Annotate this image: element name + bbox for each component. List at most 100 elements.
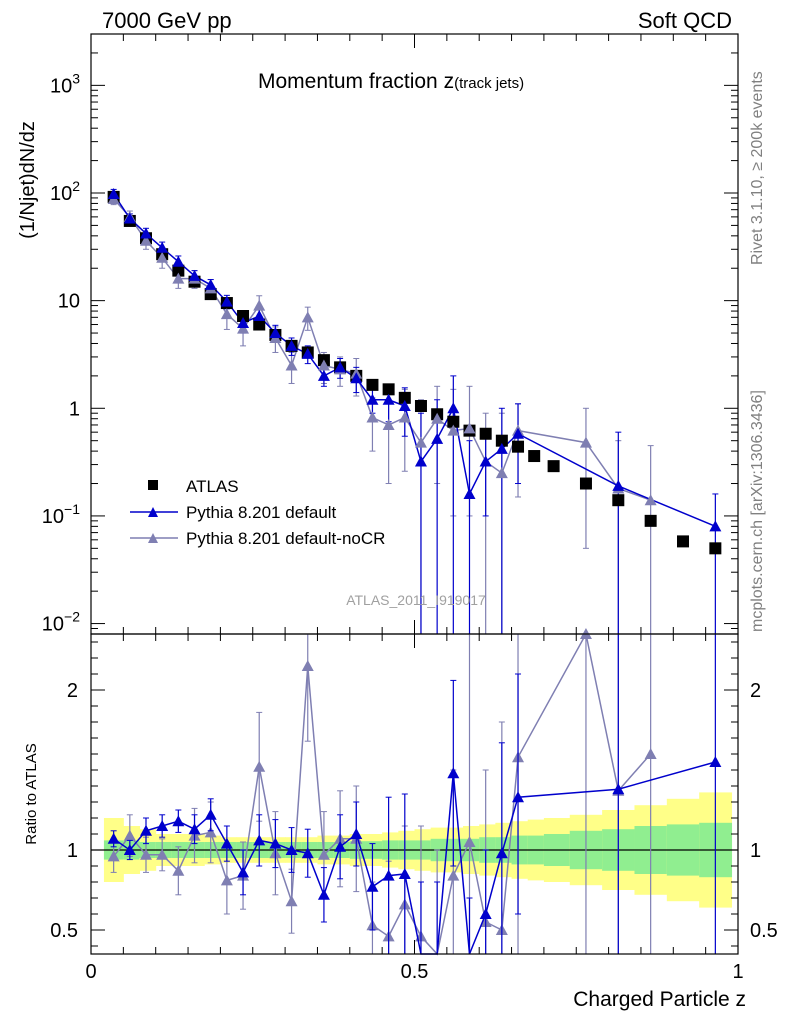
data-point-default xyxy=(285,339,298,351)
data-point-atlas xyxy=(528,450,541,463)
series-line-default xyxy=(113,193,716,528)
tick-base: 10 xyxy=(50,75,72,97)
data-point-default xyxy=(301,347,314,359)
tick-exponent: 2 xyxy=(72,178,80,194)
ratio-point-default xyxy=(253,834,266,846)
ratio-point-default xyxy=(156,820,169,831)
data-point-atlas xyxy=(479,427,492,440)
tick-base: 10 xyxy=(58,291,80,313)
ratio-point-default xyxy=(317,888,330,900)
ratio-point-default xyxy=(172,815,185,827)
main-y-tick-label: 1 xyxy=(69,398,80,420)
data-point-default xyxy=(334,361,347,373)
data-point-default xyxy=(188,269,201,281)
ratio-line-nocr xyxy=(113,631,652,956)
x-tick-label: 0.5 xyxy=(401,961,429,983)
legend: ATLAS Pythia 8.201 default Pythia 8.201 … xyxy=(130,477,385,548)
tick-exponent: −1 xyxy=(64,501,80,517)
data-point-nocr xyxy=(285,359,298,371)
x-axis-label: Charged Particle z xyxy=(573,988,746,1011)
tick-base: 10 xyxy=(42,506,64,528)
data-point-nocr xyxy=(139,234,152,246)
data-point-nocr xyxy=(220,308,233,320)
data-point-default xyxy=(512,427,525,439)
data-point-default xyxy=(156,241,169,253)
data-point-atlas xyxy=(414,400,427,413)
ratio-point-default xyxy=(495,847,508,859)
ratio-point-nocr xyxy=(123,829,136,841)
plot-title: Momentum fraction z(track jets) xyxy=(258,70,524,93)
ratio-point-nocr xyxy=(301,660,314,671)
main-y-tick-label: 102 xyxy=(50,178,80,205)
main-y-tick-label: 103 xyxy=(50,70,80,97)
main-series-layer xyxy=(107,187,722,635)
ratio-point-default xyxy=(709,756,722,767)
data-point-default xyxy=(317,369,330,381)
data-point-default xyxy=(350,372,363,384)
data-point-atlas xyxy=(366,378,379,391)
header-energy-label: 7000 GeV pp xyxy=(102,8,232,33)
data-point-atlas xyxy=(644,514,657,527)
data-point-nocr xyxy=(398,411,411,423)
data-point-nocr xyxy=(579,436,592,448)
legend-atlas-label: ATLAS xyxy=(186,477,239,496)
ratio-y-tick-label: 1 xyxy=(67,840,78,862)
ratio-y-tick-label-right: 1 xyxy=(750,840,761,862)
x-tick-label: 0 xyxy=(85,961,96,983)
data-point-nocr xyxy=(414,436,427,448)
data-point-atlas xyxy=(579,477,592,490)
plot-title-sub: (track jets) xyxy=(454,75,524,92)
ratio-series-layer xyxy=(107,628,722,956)
plot-title-main: Momentum fraction z xyxy=(258,70,454,93)
main-y-axis-label: (1/Njet)dN/dz xyxy=(17,121,39,239)
tick-base: 10 xyxy=(42,614,64,636)
data-point-atlas xyxy=(709,542,722,555)
ratio-point-default xyxy=(512,791,525,803)
data-point-atlas xyxy=(237,309,250,322)
ratio-point-nocr xyxy=(204,826,217,838)
data-point-default xyxy=(269,327,282,339)
data-point-nocr xyxy=(382,418,395,430)
ratio-point-nocr xyxy=(107,850,120,862)
data-point-default xyxy=(709,520,722,532)
data-point-default xyxy=(237,316,250,328)
ratio-point-default xyxy=(237,866,250,878)
ratio-point-nocr xyxy=(253,760,266,772)
data-point-default xyxy=(107,187,120,199)
data-point-default xyxy=(447,402,460,414)
ratio-y-tick-label: 2 xyxy=(67,680,78,702)
data-point-default xyxy=(431,432,444,444)
data-point-nocr xyxy=(495,467,508,479)
data-point-nocr xyxy=(463,422,476,434)
ratio-point-nocr xyxy=(220,874,233,886)
ratio-point-default xyxy=(398,868,411,879)
data-point-atlas xyxy=(172,264,185,277)
rivet-version-label: Rivet 3.1.10, ≥ 200k events xyxy=(749,71,766,265)
legend-atlas-marker xyxy=(148,480,158,490)
data-point-atlas xyxy=(253,318,266,331)
ratio-point-default xyxy=(139,824,152,836)
x-tick-label: 1 xyxy=(732,961,743,983)
data-point-default xyxy=(479,455,492,467)
data-point-atlas xyxy=(398,391,411,404)
data-point-nocr xyxy=(431,412,444,424)
ratio-point-nocr xyxy=(156,848,169,860)
series-line-nocr xyxy=(113,198,651,501)
data-point-default xyxy=(204,278,217,290)
data-point-atlas xyxy=(512,440,525,453)
ratio-y-tick-label-right: 0.5 xyxy=(750,920,778,942)
data-point-default xyxy=(495,442,508,454)
data-point-default xyxy=(463,487,476,499)
ratio-point-nocr xyxy=(172,864,185,876)
data-point-nocr xyxy=(237,322,250,334)
ratio-point-default xyxy=(301,847,314,859)
ratio-point-default xyxy=(447,767,460,779)
data-point-atlas xyxy=(382,383,395,396)
data-point-nocr xyxy=(172,272,185,284)
data-point-nocr xyxy=(301,311,314,323)
ratio-point-default xyxy=(612,783,625,795)
data-point-nocr xyxy=(156,251,169,263)
ratio-point-nocr xyxy=(317,848,330,860)
